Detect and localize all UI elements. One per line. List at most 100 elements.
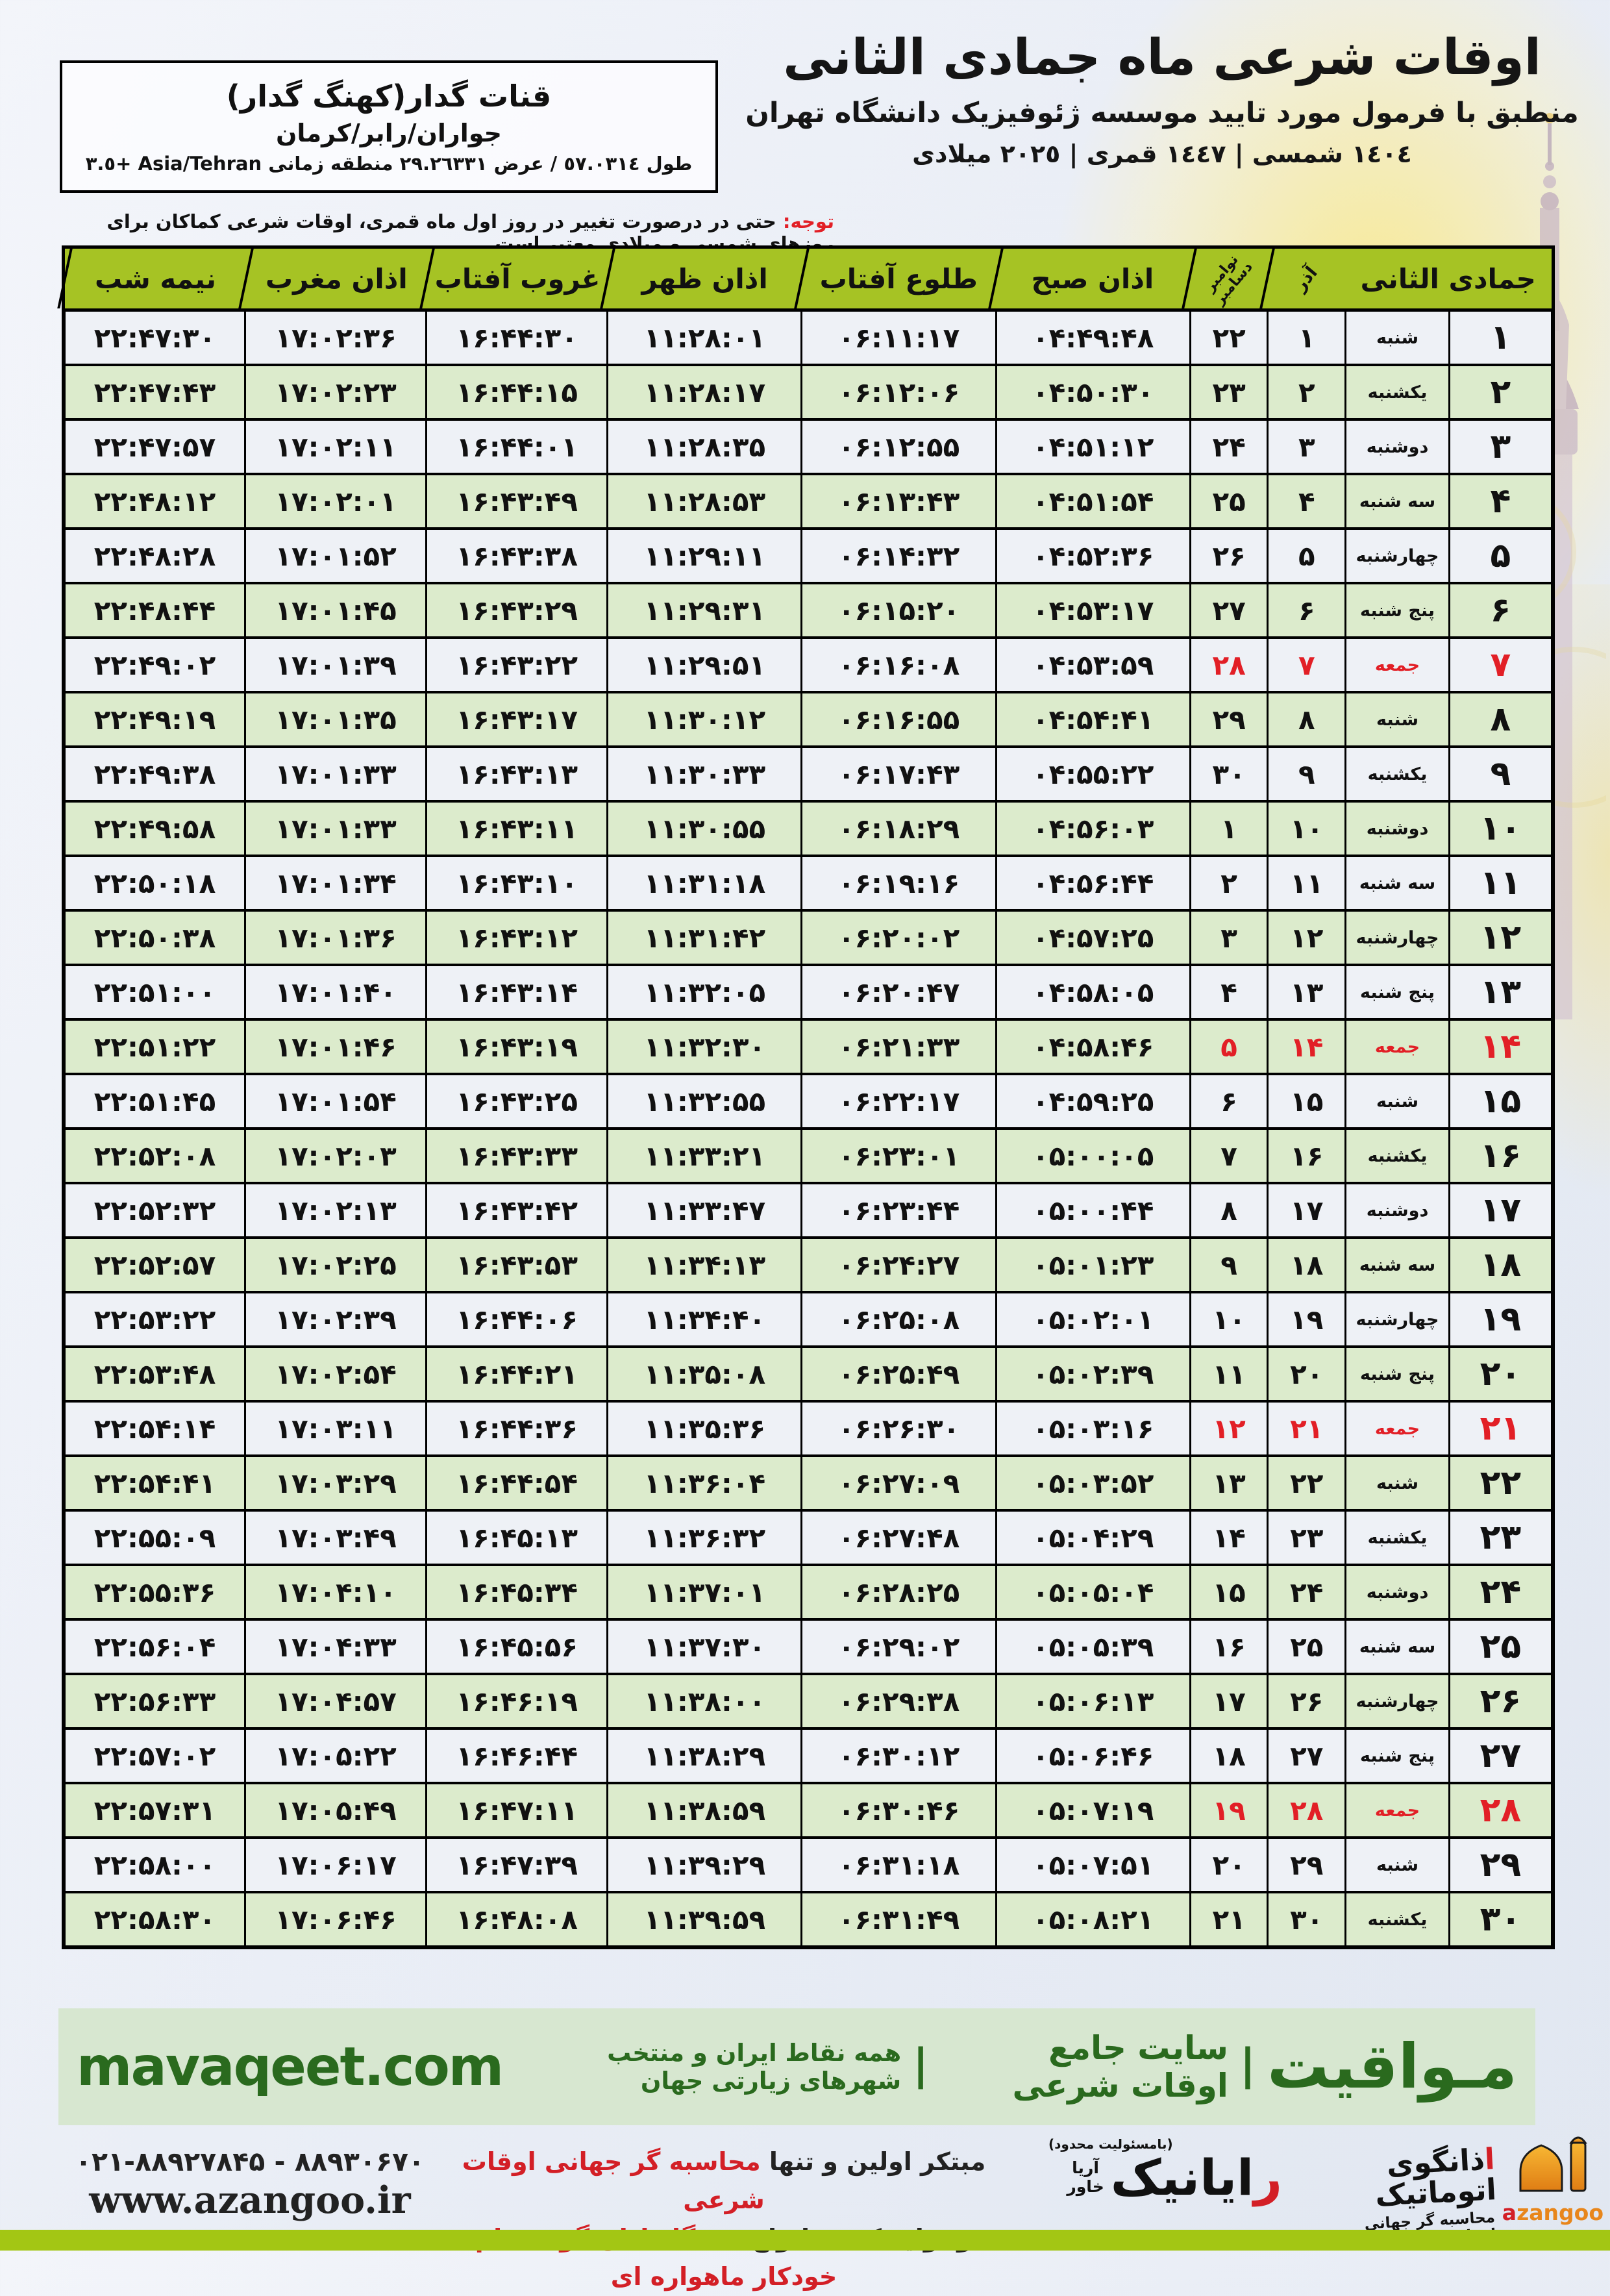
maghrib-time-cell: ۱۷:۰۱:۴۶ [243, 1018, 428, 1075]
day-number-cell: ۲۳ [1448, 1509, 1554, 1566]
sunset-time-cell: ۱۶:۴۴:۰۶ [425, 1291, 609, 1348]
maghrib-time-cell: ۱۷:۰۱:۴۰ [243, 964, 428, 1021]
maghrib-time-cell: ۱۷:۰۴:۳۳ [243, 1618, 428, 1675]
gregorian-date-cell: ۲۷ [1189, 582, 1269, 639]
fajr-time-cell: ۰۵:۰۷:۵۱ [995, 1836, 1191, 1893]
day-number-cell: ۱۷ [1448, 1182, 1554, 1239]
page-subtitle: منطبق با فرمول مورد تایید موسسه ژئوفیزیک… [745, 97, 1579, 129]
maghrib-time-cell: ۱۷:۰۳:۱۱ [243, 1400, 428, 1457]
fajr-time-cell: ۰۵:۰۴:۲۹ [995, 1509, 1191, 1566]
phone-numbers: ۰۲۱-۸۸۹۲۷۸۴۵ - ۸۸۹۳۰۶۷۰ [75, 2146, 425, 2177]
gregorian-date-cell: ۷ [1189, 1127, 1269, 1184]
sunrise-time-cell: ۰۶:۲۴:۲۷ [800, 1236, 997, 1293]
table-row: ۱۸ سه شنبه ۱۸ ۹ ۰۵:۰۱:۲۳ ۰۶:۲۴:۲۷ ۱۱:۳۴:… [62, 1236, 1554, 1293]
table-row: ۴ سه شنبه ۴ ۲۵ ۰۴:۵۱:۵۴ ۰۶:۱۳:۴۳ ۱۱:۲۸:۵… [62, 473, 1554, 530]
maghrib-time-cell: ۱۷:۰۶:۴۶ [243, 1891, 428, 1949]
day-number-cell: ۲ [1448, 364, 1554, 421]
table-row: ۲۸ جمعه ۲۸ ۱۹ ۰۵:۰۷:۱۹ ۰۶:۳۰:۴۶ ۱۱:۳۸:۵۹… [62, 1782, 1554, 1839]
weekday-cell: دوشنبه [1344, 800, 1450, 857]
maghrib-time-cell: ۱۷:۰۲:۳۶ [243, 312, 428, 366]
sunset-time-cell: ۱۶:۴۳:۱۳ [425, 745, 609, 803]
table-row: ۱۵ شنبه ۱۵ ۶ ۰۴:۵۹:۲۵ ۰۶:۲۲:۱۷ ۱۱:۳۲:۵۵ … [62, 1073, 1554, 1130]
day-number-cell: ۲۶ [1448, 1673, 1554, 1730]
fajr-time-cell: ۰۴:۵۳:۵۹ [995, 636, 1191, 693]
day-number-cell: ۱۰ [1448, 800, 1554, 857]
midnight-time-cell: ۲۲:۵۸:۰۰ [62, 1836, 246, 1893]
azar-date-cell: ۱۴ [1267, 1018, 1347, 1075]
azar-date-cell: ۲۳ [1267, 1509, 1347, 1566]
separator: | [913, 2039, 929, 2090]
azar-date-cell: ۳ [1267, 418, 1347, 475]
sunset-time-cell: ۱۶:۴۳:۵۳ [425, 1236, 609, 1293]
azar-date-cell: ۶ [1267, 582, 1347, 639]
sunrise-time-cell: ۰۶:۲۰:۰۲ [800, 909, 997, 966]
gregorian-date-cell: ۱۱ [1189, 1345, 1269, 1403]
weekday-cell: پنج شنبه [1344, 1727, 1450, 1784]
mavaqeet-domain: mavaqeet.com [77, 2036, 504, 2098]
maghrib-time-cell: ۱۷:۰۴:۱۰ [243, 1564, 428, 1621]
midnight-time-cell: ۲۲:۵۳:۴۸ [62, 1345, 246, 1403]
sunset-time-cell: ۱۶:۴۳:۱۴ [425, 964, 609, 1021]
fajr-time-cell: ۰۴:۴۹:۴۸ [995, 312, 1191, 366]
azar-date-cell: ۱ [1267, 312, 1347, 366]
midnight-time-cell: ۲۲:۴۸:۱۲ [62, 473, 246, 530]
table-row: ۱۱ سه شنبه ۱۱ ۲ ۰۴:۵۶:۴۴ ۰۶:۱۹:۱۶ ۱۱:۳۱:… [62, 855, 1554, 912]
gregorian-date-cell: ۳ [1189, 909, 1269, 966]
day-number-cell: ۱۵ [1448, 1073, 1554, 1130]
prayer-table-body: ۱ شنبه ۱ ۲۲ ۰۴:۴۹:۴۸ ۰۶:۱۱:۱۷ ۱۱:۲۸:۰۱ ۱… [62, 312, 1554, 1949]
table-row: ۸ شنبه ۸ ۲۹ ۰۴:۵۴:۴۱ ۰۶:۱۶:۵۵ ۱۱:۳۰:۱۲ ۱… [62, 691, 1554, 748]
maghrib-time-cell: ۱۷:۰۲:۱۳ [243, 1182, 428, 1239]
gregorian-date-cell: ۱۰ [1189, 1291, 1269, 1348]
sunrise-time-cell: ۰۶:۲۳:۰۱ [800, 1127, 997, 1184]
sunset-time-cell: ۱۶:۴۳:۴۹ [425, 473, 609, 530]
day-number-cell: ۶ [1448, 582, 1554, 639]
rayanik-note: (بامسئولیت محدود) [1048, 2136, 1173, 2152]
sunrise-time-cell: ۰۶:۲۲:۱۷ [800, 1073, 997, 1130]
maghrib-time-cell: ۱۷:۰۲:۱۱ [243, 418, 428, 475]
weekday-cell: سه شنبه [1344, 1618, 1450, 1675]
sunset-time-cell: ۱۶:۴۳:۱۷ [425, 691, 609, 748]
fajr-time-cell: ۰۴:۵۸:۰۵ [995, 964, 1191, 1021]
table-row: ۱۷ دوشنبه ۱۷ ۸ ۰۵:۰۰:۴۴ ۰۶:۲۳:۴۴ ۱۱:۳۳:۴… [62, 1182, 1554, 1239]
fajr-time-cell: ۰۵:۰۶:۱۳ [995, 1673, 1191, 1730]
mavaqeet-tagline: همه نقاط ایران و منتخب شهرهای زیارتی جها… [607, 2039, 902, 2095]
day-number-cell: ۳۰ [1448, 1891, 1554, 1949]
table-row: ۱۲ چهارشنبه ۱۲ ۳ ۰۴:۵۷:۲۵ ۰۶:۲۰:۰۲ ۱۱:۳۱… [62, 909, 1554, 966]
fajr-time-cell: ۰۵:۰۵:۳۹ [995, 1618, 1191, 1675]
azangoo-title: اذانگوی اتوماتیک [1374, 2141, 1498, 2214]
weekday-cell: دوشنبه [1344, 1182, 1450, 1239]
day-number-cell: ۹ [1448, 745, 1554, 803]
sunset-time-cell: ۱۶:۴۷:۱۱ [425, 1782, 609, 1839]
sunrise-time-cell: ۰۶:۱۲:۰۶ [800, 364, 997, 421]
separator: | [1239, 2039, 1256, 2090]
sunset-time-cell: ۱۶:۴۳:۱۹ [425, 1018, 609, 1075]
dhuhr-time-cell: ۱۱:۳۷:۰۱ [606, 1564, 803, 1621]
location-region: جواران/رابر/کرمان [275, 119, 502, 147]
column-header-month: جمادی الثانی [1360, 262, 1536, 295]
gregorian-date-cell: ۲۱ [1189, 1891, 1269, 1949]
azar-date-cell: ۲۰ [1267, 1345, 1347, 1403]
table-row: ۱۳ پنج شنبه ۱۳ ۴ ۰۴:۵۸:۰۵ ۰۶:۲۰:۴۷ ۱۱:۳۲… [62, 964, 1554, 1021]
dhuhr-time-cell: ۱۱:۳۳:۴۷ [606, 1182, 803, 1239]
dhuhr-time-cell: ۱۱:۲۸:۳۵ [606, 418, 803, 475]
maghrib-time-cell: ۱۷:۰۵:۲۲ [243, 1727, 428, 1784]
dhuhr-time-cell: ۱۱:۳۸:۵۹ [606, 1782, 803, 1839]
gregorian-date-cell: ۱۳ [1189, 1454, 1269, 1512]
table-row: ۲۹ شنبه ۲۹ ۲۰ ۰۵:۰۷:۵۱ ۰۶:۳۱:۱۸ ۱۱:۳۹:۲۹… [62, 1836, 1554, 1893]
column-header-azar: آذر [1267, 249, 1345, 308]
fajr-time-cell: ۰۵:۰۳:۱۶ [995, 1400, 1191, 1457]
mosque-dome-icon [1519, 2136, 1587, 2192]
sunrise-time-cell: ۰۶:۱۲:۵۵ [800, 418, 997, 475]
table-row: ۲۲ شنبه ۲۲ ۱۳ ۰۵:۰۳:۵۲ ۰۶:۲۷:۰۹ ۱۱:۳۶:۰۴… [62, 1454, 1554, 1512]
gregorian-date-cell: ۲۲ [1189, 312, 1269, 366]
day-number-cell: ۱۶ [1448, 1127, 1554, 1184]
maghrib-time-cell: ۱۷:۰۱:۵۴ [243, 1073, 428, 1130]
azar-date-cell: ۲۸ [1267, 1782, 1347, 1839]
column-header-midnight: نیمه شب [65, 249, 246, 308]
column-header-sunset: غروب آفتاب [427, 249, 608, 308]
midnight-time-cell: ۲۲:۴۹:۵۸ [62, 800, 246, 857]
dhuhr-time-cell: ۱۱:۲۹:۳۱ [606, 582, 803, 639]
midnight-time-cell: ۲۲:۵۰:۳۸ [62, 909, 246, 966]
sunrise-time-cell: ۰۶:۱۸:۲۹ [800, 800, 997, 857]
sunrise-time-cell: ۰۶:۲۳:۴۴ [800, 1182, 997, 1239]
